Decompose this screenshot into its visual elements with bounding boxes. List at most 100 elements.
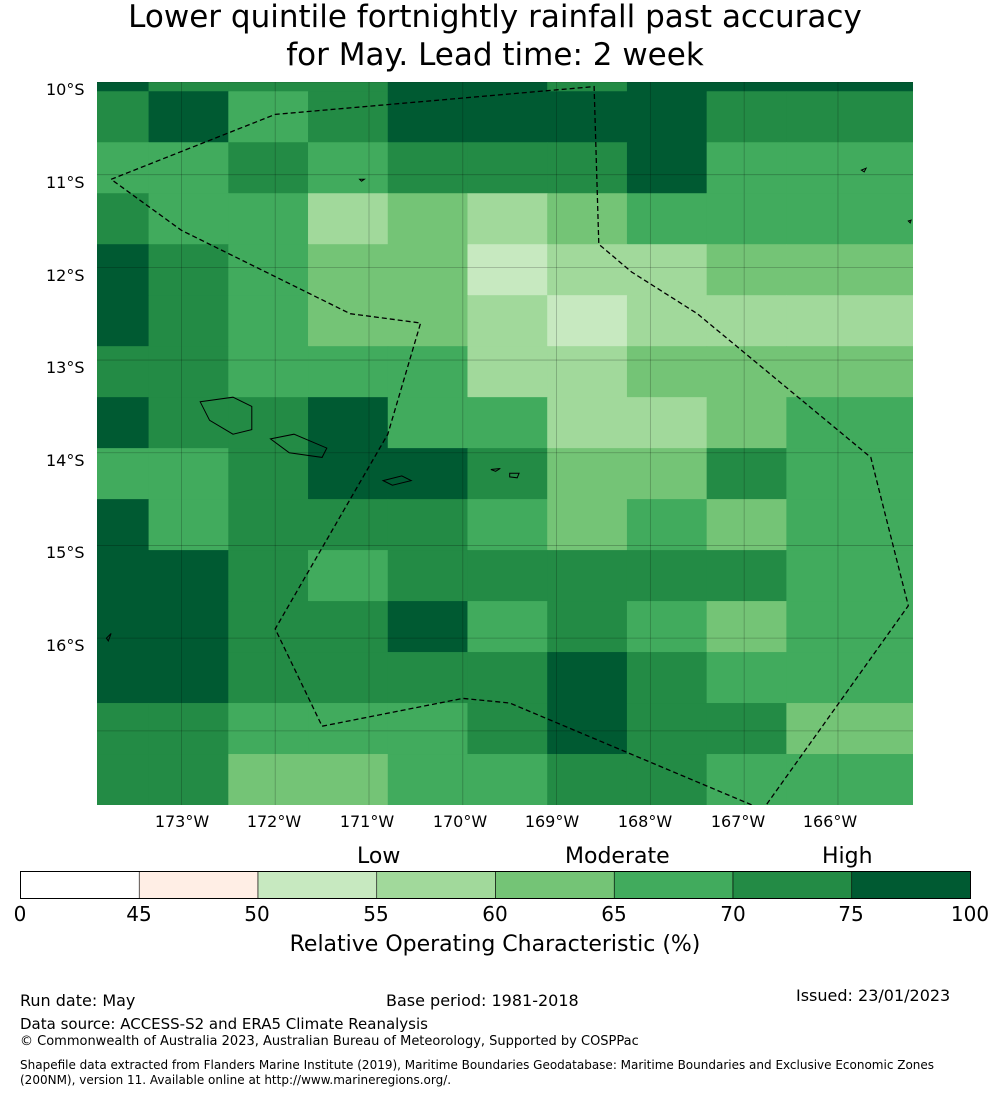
roc-cell bbox=[387, 448, 468, 500]
issued-date: Issued: 23/01/2023 bbox=[796, 986, 951, 1005]
roc-cell bbox=[97, 346, 150, 398]
title-line-1: Lower quintile fortnightly rainfall past… bbox=[128, 0, 862, 35]
roc-cell bbox=[786, 295, 913, 347]
colorbar-tick-50: 50 bbox=[244, 902, 270, 926]
roc-cell bbox=[626, 448, 708, 500]
roc-cell bbox=[387, 703, 468, 755]
island-outline bbox=[860, 167, 868, 173]
colorbar-category-high: High bbox=[822, 844, 873, 869]
colorbar-segment bbox=[851, 871, 971, 899]
colorbar-segment bbox=[732, 871, 853, 899]
roc-cell bbox=[387, 142, 468, 194]
roc-cell bbox=[97, 499, 150, 551]
colorbar-tick-70: 70 bbox=[720, 902, 746, 926]
roc-cell bbox=[786, 346, 913, 398]
roc-cell bbox=[308, 244, 389, 296]
roc-cell bbox=[228, 652, 309, 704]
lat-label-10s: 10°S bbox=[46, 80, 85, 99]
roc-cell bbox=[308, 397, 389, 449]
roc-cell bbox=[97, 550, 150, 602]
colorbar-tick-75: 75 bbox=[838, 902, 864, 926]
colorbar-tick-0: 0 bbox=[13, 902, 27, 926]
islands bbox=[105, 167, 912, 642]
roc-cell bbox=[148, 703, 229, 755]
roc-cell bbox=[547, 754, 628, 805]
island-outline bbox=[509, 472, 520, 479]
roc-cell bbox=[228, 448, 309, 500]
roc-cell bbox=[387, 754, 468, 805]
roc-cell bbox=[308, 193, 389, 245]
roc-cell bbox=[706, 397, 787, 449]
roc-grid-cells bbox=[97, 82, 913, 805]
roc-cell bbox=[467, 295, 548, 347]
roc-cell bbox=[97, 703, 150, 755]
roc-cell bbox=[148, 82, 229, 92]
roc-cell bbox=[148, 346, 229, 398]
roc-cell bbox=[626, 652, 708, 704]
roc-cell bbox=[547, 244, 628, 296]
roc-cell bbox=[308, 295, 389, 347]
roc-cell bbox=[387, 91, 468, 143]
lon-label-173w: 173°W bbox=[154, 812, 210, 831]
roc-cell bbox=[387, 550, 468, 602]
roc-cell bbox=[706, 244, 787, 296]
roc-cell bbox=[97, 754, 150, 805]
roc-cell bbox=[228, 193, 309, 245]
roc-cell bbox=[97, 142, 150, 194]
roc-cell bbox=[706, 703, 787, 755]
roc-cell bbox=[626, 346, 708, 398]
roc-cell bbox=[97, 397, 150, 449]
roc-cell bbox=[626, 550, 708, 602]
roc-cell bbox=[467, 601, 548, 653]
roc-cell bbox=[308, 754, 389, 805]
lat-label-12s: 12°S bbox=[46, 266, 85, 285]
colorbar-segment bbox=[257, 871, 378, 899]
lat-label-13s: 13°S bbox=[46, 358, 85, 377]
roc-cell bbox=[387, 244, 468, 296]
roc-cell bbox=[97, 193, 150, 245]
roc-cell bbox=[97, 82, 150, 92]
eez-boundary bbox=[110, 85, 910, 805]
roc-cell bbox=[467, 91, 548, 143]
roc-cell bbox=[786, 550, 913, 602]
colorbar-label: Relative Operating Characteristic (%) bbox=[289, 932, 701, 957]
roc-cell bbox=[547, 142, 628, 194]
colorbar-category-moderate: Moderate bbox=[565, 844, 670, 869]
roc-cell bbox=[148, 91, 229, 143]
roc-cell bbox=[467, 448, 548, 500]
roc-cell bbox=[786, 244, 913, 296]
roc-cell bbox=[228, 703, 309, 755]
roc-cell bbox=[786, 703, 913, 755]
roc-cell bbox=[626, 601, 708, 653]
lon-label-167w: 167°W bbox=[710, 812, 766, 831]
roc-cell bbox=[547, 550, 628, 602]
roc-cell bbox=[148, 295, 229, 347]
roc-cell bbox=[387, 346, 468, 398]
island-outline bbox=[105, 633, 112, 642]
island-outline bbox=[490, 468, 501, 472]
roc-cell bbox=[148, 142, 229, 194]
roc-cell bbox=[467, 550, 548, 602]
colorbar-tick-55: 55 bbox=[363, 902, 389, 926]
roc-cell bbox=[706, 91, 787, 143]
island-outline bbox=[199, 396, 253, 435]
title-line-2: for May. Lead time: 2 week bbox=[286, 37, 704, 73]
roc-cell bbox=[467, 346, 548, 398]
roc-cell bbox=[786, 397, 913, 449]
roc-cell bbox=[706, 601, 787, 653]
island-outline bbox=[269, 433, 328, 458]
roc-cell bbox=[706, 346, 787, 398]
roc-cell bbox=[786, 499, 913, 551]
roc-cell bbox=[547, 601, 628, 653]
colorbar-category-low: Low bbox=[357, 844, 401, 869]
colorbar-tick-60: 60 bbox=[482, 902, 508, 926]
lat-label-15s: 15°S bbox=[46, 543, 85, 562]
roc-cell bbox=[228, 550, 309, 602]
roc-cell bbox=[547, 346, 628, 398]
roc-cell bbox=[626, 295, 708, 347]
lon-label-172w: 172°W bbox=[246, 812, 302, 831]
roc-cell bbox=[308, 82, 389, 92]
lat-label-11s: 11°S bbox=[46, 173, 85, 192]
graticule bbox=[97, 82, 913, 805]
roc-cell bbox=[786, 652, 913, 704]
